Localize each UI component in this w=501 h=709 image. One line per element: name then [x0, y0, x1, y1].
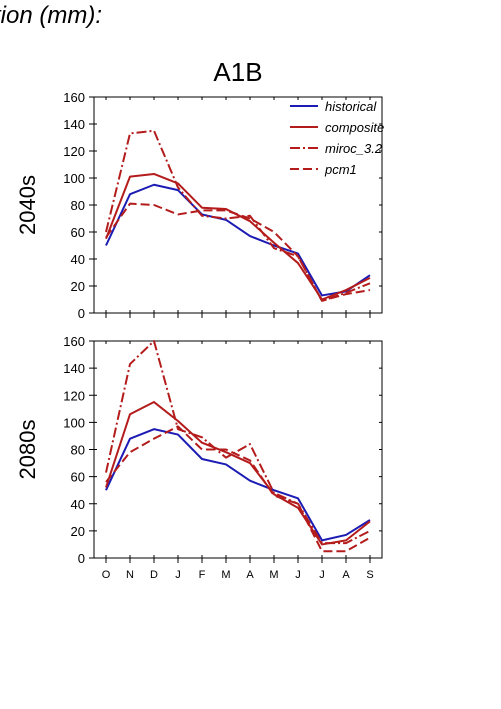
y-tick-label: 20 — [71, 524, 85, 539]
x-tick-label: M — [269, 569, 278, 581]
y-tick-label: 160 — [63, 334, 85, 349]
y-tick-label: 0 — [78, 306, 85, 321]
legend-label-composite: composite — [325, 120, 384, 135]
x-tick-label: J — [175, 569, 181, 581]
x-tick-label: S — [366, 569, 373, 581]
y-tick-label: 140 — [63, 117, 85, 132]
legend-label-pcm1: pcm1 — [324, 162, 357, 177]
y-tick-label: 0 — [78, 551, 85, 566]
x-tick-label: O — [102, 569, 111, 581]
x-tick-label: M — [221, 569, 230, 581]
x-tick-label: F — [199, 569, 206, 581]
y-tick-label: 80 — [71, 443, 85, 458]
y-tick-label: 120 — [63, 388, 85, 403]
x-tick-label: N — [126, 569, 134, 581]
y-tick-label: 40 — [71, 497, 85, 512]
plot-frame — [93, 340, 383, 559]
chart-title: A1B — [213, 57, 262, 87]
y-tick-label: 100 — [63, 171, 85, 186]
series-line-miroc_3.2 — [105, 340, 371, 545]
y-tick-label: 60 — [71, 470, 85, 485]
series-line-historical — [105, 183, 371, 297]
series-line-miroc_3.2 — [105, 129, 371, 302]
y-tick-label: 60 — [71, 225, 85, 240]
figure-caption: tion (mm): — [0, 2, 102, 29]
row-label: 2040s — [15, 175, 40, 235]
y-tick-label: 140 — [63, 361, 85, 376]
x-tick-label: D — [150, 569, 158, 581]
series-line-pcm1 — [105, 425, 371, 553]
panel-2080s: 0 20 40 60 80 100 120 140 160 O N D J F M A M J J A S 2080s — [15, 334, 383, 581]
series-line-composite — [105, 172, 371, 301]
y-tick-label: 40 — [71, 252, 85, 267]
x-tick-label: A — [342, 569, 350, 581]
x-tick-label: J — [319, 569, 325, 581]
panel-2040s: 0 20 40 60 80 100 120 140 160 2040s historical comp… — [15, 90, 384, 321]
series-line-historical — [105, 428, 371, 542]
y-tick-label: 100 — [63, 415, 85, 430]
y-tick-label: 20 — [71, 279, 85, 294]
y-tick-label: 80 — [71, 198, 85, 213]
legend: historical composite miroc_3.2 pcm1 — [290, 99, 384, 177]
x-tick-label: J — [295, 569, 301, 581]
chart-panels: 0 20 40 60 80 100 120 140 160 2040s historical comp… — [15, 90, 384, 581]
legend-label-miroc_3.2: miroc_3.2 — [325, 141, 383, 156]
y-tick-label: 120 — [63, 144, 85, 159]
legend-label-historical: historical — [325, 99, 377, 114]
y-tick-label: 160 — [63, 90, 85, 105]
x-tick-label: A — [246, 569, 254, 581]
series-line-pcm1 — [105, 202, 371, 302]
row-label: 2080s — [15, 420, 40, 480]
